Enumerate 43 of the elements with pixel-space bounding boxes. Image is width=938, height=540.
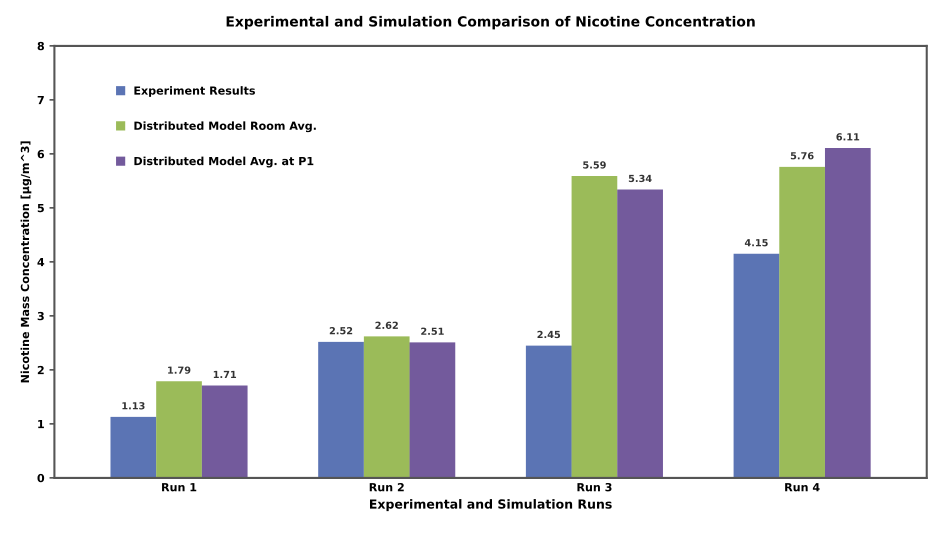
y-tick-label: 8 (38, 42, 44, 50)
x-tick-label: Run 2 (370, 482, 404, 492)
data-label: 1.79 (168, 366, 190, 374)
legend-label: Distributed Model Avg. at P1 (134, 156, 314, 168)
data-label: 2.51 (421, 328, 444, 335)
y-tick-label: 2 (38, 366, 44, 374)
bar (824, 148, 871, 478)
y-tick-label: 6 (38, 150, 44, 158)
data-label: 2.52 (330, 327, 352, 334)
data-label: 5.76 (790, 152, 814, 160)
bar (202, 386, 248, 478)
legend-label: Experiment Results (134, 86, 255, 97)
y-axis-title: Nicotine Mass Concentration [µg/m^3] (20, 141, 32, 382)
bar (572, 176, 618, 478)
x-axis-title: Experimental and Simulation Runs (370, 499, 612, 512)
y-tick-label: 1 (38, 420, 44, 428)
y-tick-label: 0 (37, 474, 44, 482)
data-label: 2.62 (376, 322, 398, 329)
data-label: 5.59 (583, 161, 606, 169)
y-tick-label: 5 (38, 204, 44, 212)
bar (156, 381, 202, 478)
y-tick-label: 3 (38, 312, 44, 320)
x-tick-label: Run 4 (785, 483, 820, 492)
bar (526, 346, 572, 478)
bar (410, 342, 456, 478)
x-tick-label: Run 3 (577, 482, 612, 492)
chart-title: Experimental and Simulation Comparison of Nicotine Concentration (226, 16, 755, 30)
x-tick-label: Run 1 (162, 483, 196, 492)
data-label: 6.11 (836, 133, 860, 141)
bar (779, 166, 825, 478)
bar (734, 254, 780, 478)
data-label: 1.71 (214, 370, 236, 378)
legend-label: Distributed Model Room Avg. (134, 121, 316, 132)
data-label: 5.34 (628, 174, 652, 182)
y-tick-label: 4 (37, 258, 44, 266)
bar (617, 190, 663, 478)
data-label: 2.45 (538, 330, 560, 338)
data-label: 1.13 (122, 402, 145, 410)
y-tick-label: 7 (38, 96, 44, 104)
bar (318, 342, 364, 478)
data-label: 4.15 (744, 239, 768, 246)
bar (110, 416, 156, 478)
bar (364, 336, 410, 478)
